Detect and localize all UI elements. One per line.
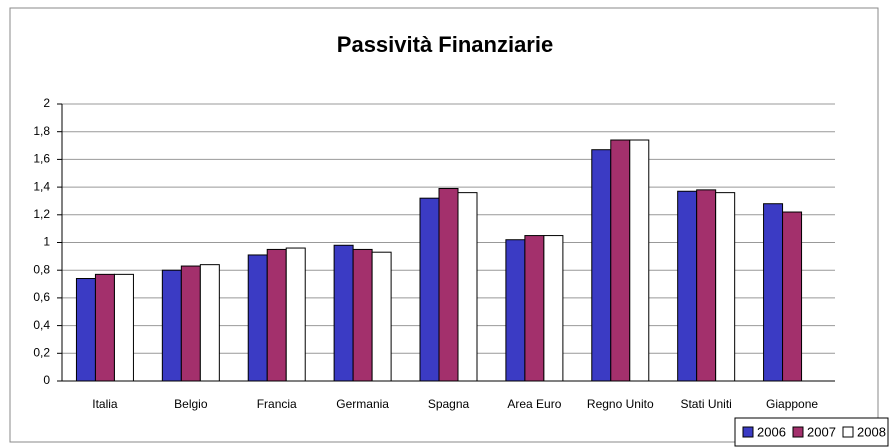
bar bbox=[419, 197, 440, 382]
bar bbox=[113, 273, 134, 382]
x-tick-label: Francia bbox=[256, 397, 297, 411]
bar bbox=[715, 192, 736, 382]
x-tick-label: Italia bbox=[92, 397, 118, 411]
y-tick-label: 2 bbox=[43, 96, 50, 110]
bar bbox=[199, 264, 220, 382]
y-tick-label: 1,8 bbox=[33, 124, 50, 138]
x-tick-label: Stati Uniti bbox=[680, 397, 732, 411]
x-tick-label: Spagna bbox=[427, 397, 470, 411]
y-tick-label: 1,2 bbox=[33, 207, 50, 221]
legend-swatch bbox=[842, 426, 854, 438]
legend-label: 2006 bbox=[757, 424, 786, 439]
y-tick-label: 0,4 bbox=[33, 318, 50, 332]
bar bbox=[371, 251, 392, 382]
bar bbox=[696, 189, 717, 382]
bar bbox=[763, 203, 784, 382]
x-tick-label: Giappone bbox=[766, 397, 819, 411]
legend-label: 2008 bbox=[857, 424, 886, 439]
bar bbox=[524, 235, 545, 382]
bar bbox=[629, 139, 650, 382]
y-tick-label: 1 bbox=[43, 235, 50, 249]
bar bbox=[285, 247, 306, 382]
x-tick-label: Germania bbox=[336, 397, 389, 411]
y-tick-label: 0,6 bbox=[33, 290, 50, 304]
bar bbox=[75, 278, 96, 382]
bar bbox=[457, 192, 478, 382]
bar bbox=[677, 190, 698, 382]
x-tick-label: Belgio bbox=[174, 397, 208, 411]
chart-title: Passività Finanziarie bbox=[337, 32, 553, 57]
y-tick-label: 1,6 bbox=[33, 152, 50, 166]
y-tick-label: 1,4 bbox=[33, 179, 50, 193]
y-tick-label: 0,2 bbox=[33, 345, 50, 359]
bar bbox=[333, 244, 354, 382]
y-tick-label: 0,8 bbox=[33, 262, 50, 276]
bar bbox=[505, 239, 526, 382]
bar bbox=[352, 248, 373, 382]
bar bbox=[782, 211, 803, 382]
x-tick-label: Regno Unito bbox=[586, 397, 654, 411]
bar bbox=[591, 149, 612, 382]
bar bbox=[161, 269, 182, 382]
legend-label: 2007 bbox=[807, 424, 836, 439]
bar bbox=[94, 273, 115, 382]
bar bbox=[247, 254, 268, 382]
x-tick-label: Area Euro bbox=[507, 397, 562, 411]
legend-swatch bbox=[792, 426, 804, 438]
legend-swatch bbox=[742, 426, 754, 438]
bar bbox=[438, 187, 459, 382]
legend-box bbox=[734, 417, 889, 447]
bar bbox=[180, 265, 201, 382]
bar bbox=[543, 235, 564, 382]
bar bbox=[610, 139, 631, 382]
y-tick-label: 0 bbox=[43, 373, 50, 387]
bar bbox=[266, 248, 287, 382]
